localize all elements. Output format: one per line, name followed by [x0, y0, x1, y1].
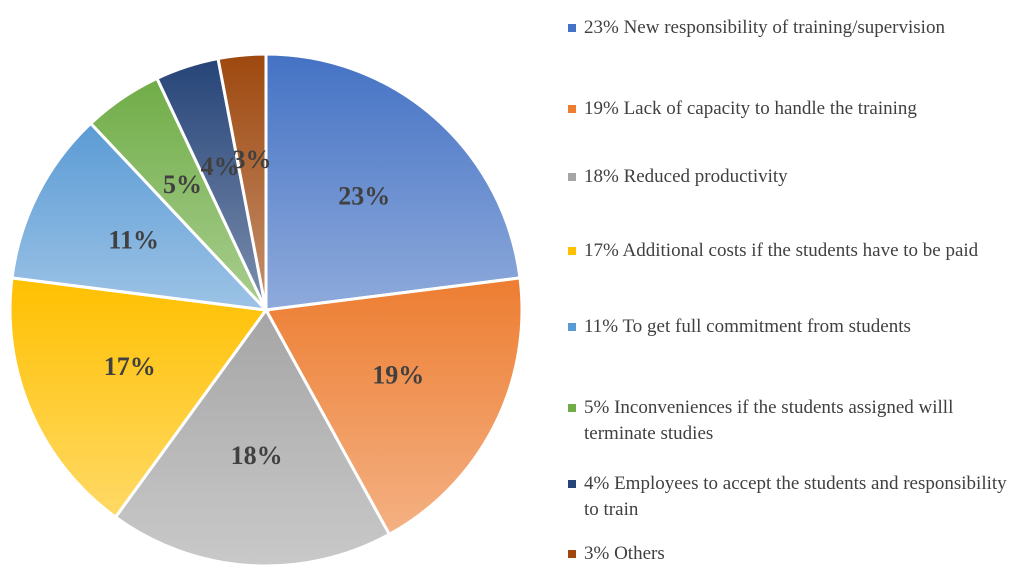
legend-label: 23% New responsibility of training/super…: [584, 17, 945, 38]
legend-swatch: [568, 173, 576, 181]
slice-label: 11%: [108, 226, 159, 255]
legend-label: 5% Inconveniences if the students assign…: [584, 397, 954, 444]
pie-slice: [263, 276, 524, 537]
legend-swatch: [568, 247, 576, 255]
legend-swatch: [568, 550, 576, 558]
legend-entry: 3% Others: [568, 541, 1018, 567]
pie-slice: [10, 121, 270, 313]
legend-entry: 4% Employees to accept the students and …: [568, 471, 1018, 523]
legend-entry: 17% Additional costs if the students hav…: [568, 238, 1018, 264]
pie-slice: [113, 307, 392, 568]
legend-label: 3% Others: [584, 543, 665, 564]
legend-label: 19% Lack of capacity to handle the train…: [584, 98, 917, 119]
legend-label: 4% Employees to accept the students and …: [584, 473, 1007, 520]
legend-swatch: [568, 480, 576, 488]
legend-swatch: [568, 105, 576, 113]
slice-label: 19%: [372, 360, 424, 389]
legend-entry: 19% Lack of capacity to handle the train…: [568, 96, 1018, 122]
chart: 23% 19% 18% 17% 11%5%4%3%: [8, 52, 524, 568]
slice-label: 18%: [231, 441, 283, 470]
legend-entry: 11% To get full commitment from students: [568, 314, 1018, 340]
legend-label: 17% Additional costs if the students hav…: [584, 240, 979, 261]
legend-entry: 5% Inconveniences if the students assign…: [568, 395, 1018, 447]
legend-entry: 18% Reduced productivity: [568, 164, 1018, 190]
slice-label: 3%: [233, 145, 272, 174]
legend-swatch: [568, 24, 576, 32]
legend-swatch: [568, 404, 576, 412]
slice-label: 4%: [201, 152, 240, 181]
legend-label: 11% To get full commitment from students: [584, 316, 911, 337]
pie-slice: [216, 52, 268, 311]
legend-entry: 23% New responsibility of training/super…: [568, 15, 1018, 41]
slice-label: 5%: [163, 170, 202, 199]
pie-slice: [8, 276, 269, 520]
pie-slice: [264, 52, 522, 312]
legend-label: 18% Reduced productivity: [584, 166, 788, 187]
legend-swatch: [568, 323, 576, 331]
slice-label: 17%: [104, 352, 156, 381]
slice-label: 23%: [338, 182, 390, 211]
